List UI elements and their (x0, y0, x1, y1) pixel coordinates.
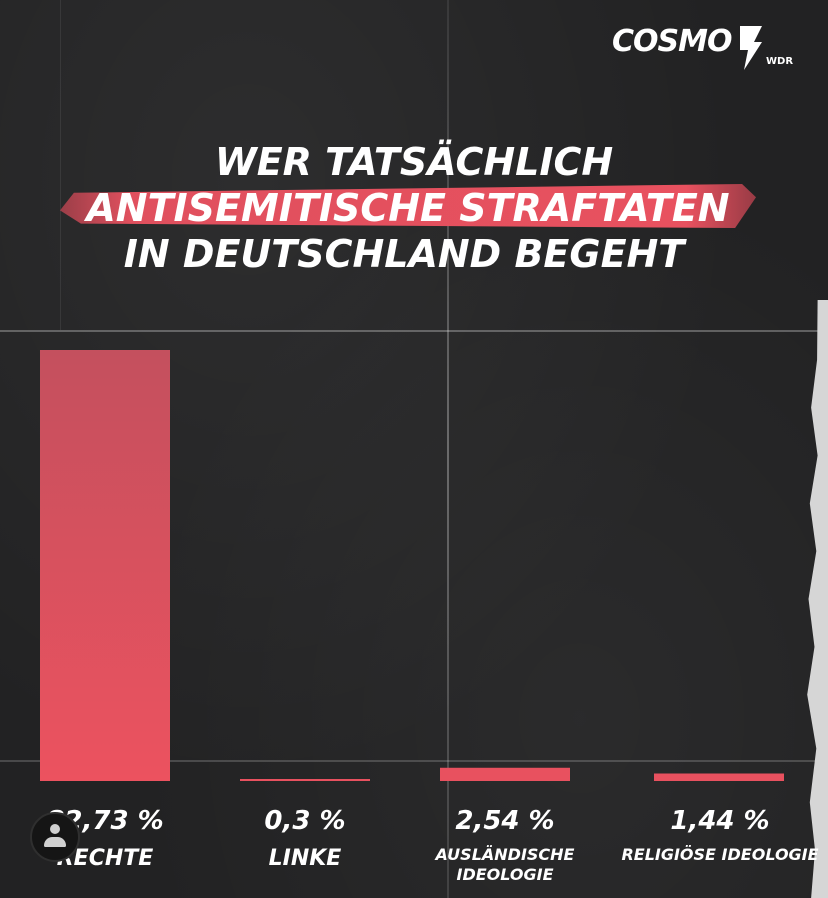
bar-2 (440, 767, 570, 781)
avatar[interactable] (30, 812, 80, 862)
title-line-3: IN DEUTSCHLAND BEGEHT (123, 232, 685, 276)
bar-0 (40, 350, 170, 781)
user-icon-body (44, 837, 66, 847)
fold-line (0, 330, 828, 332)
title-line-1: WER TATSÄCHLICH (214, 140, 614, 184)
bar-value-label: 0,3 % (264, 806, 346, 836)
logo-mark-icon (740, 26, 762, 70)
category-label: AUSLÄNDISCHE IDEOLOGIE (435, 845, 575, 884)
logo-sub: WDR (766, 56, 794, 67)
logo-text: COSMO (612, 24, 732, 59)
bar-3 (654, 773, 784, 781)
title-line-2: ANTISEMITISCHE STRAFTATEN (86, 186, 730, 230)
bar-value-label: 2,54 % (455, 806, 555, 836)
bar-value-label: 1,44 % (670, 806, 770, 836)
fold-line (60, 0, 61, 330)
category-label: LINKE (268, 846, 342, 871)
user-icon (50, 824, 60, 834)
bar-1 (240, 779, 370, 781)
fold-line (0, 760, 828, 762)
category-label: RELIGIÖSE IDEOLOGIE (621, 845, 819, 864)
fold-line (447, 0, 449, 898)
